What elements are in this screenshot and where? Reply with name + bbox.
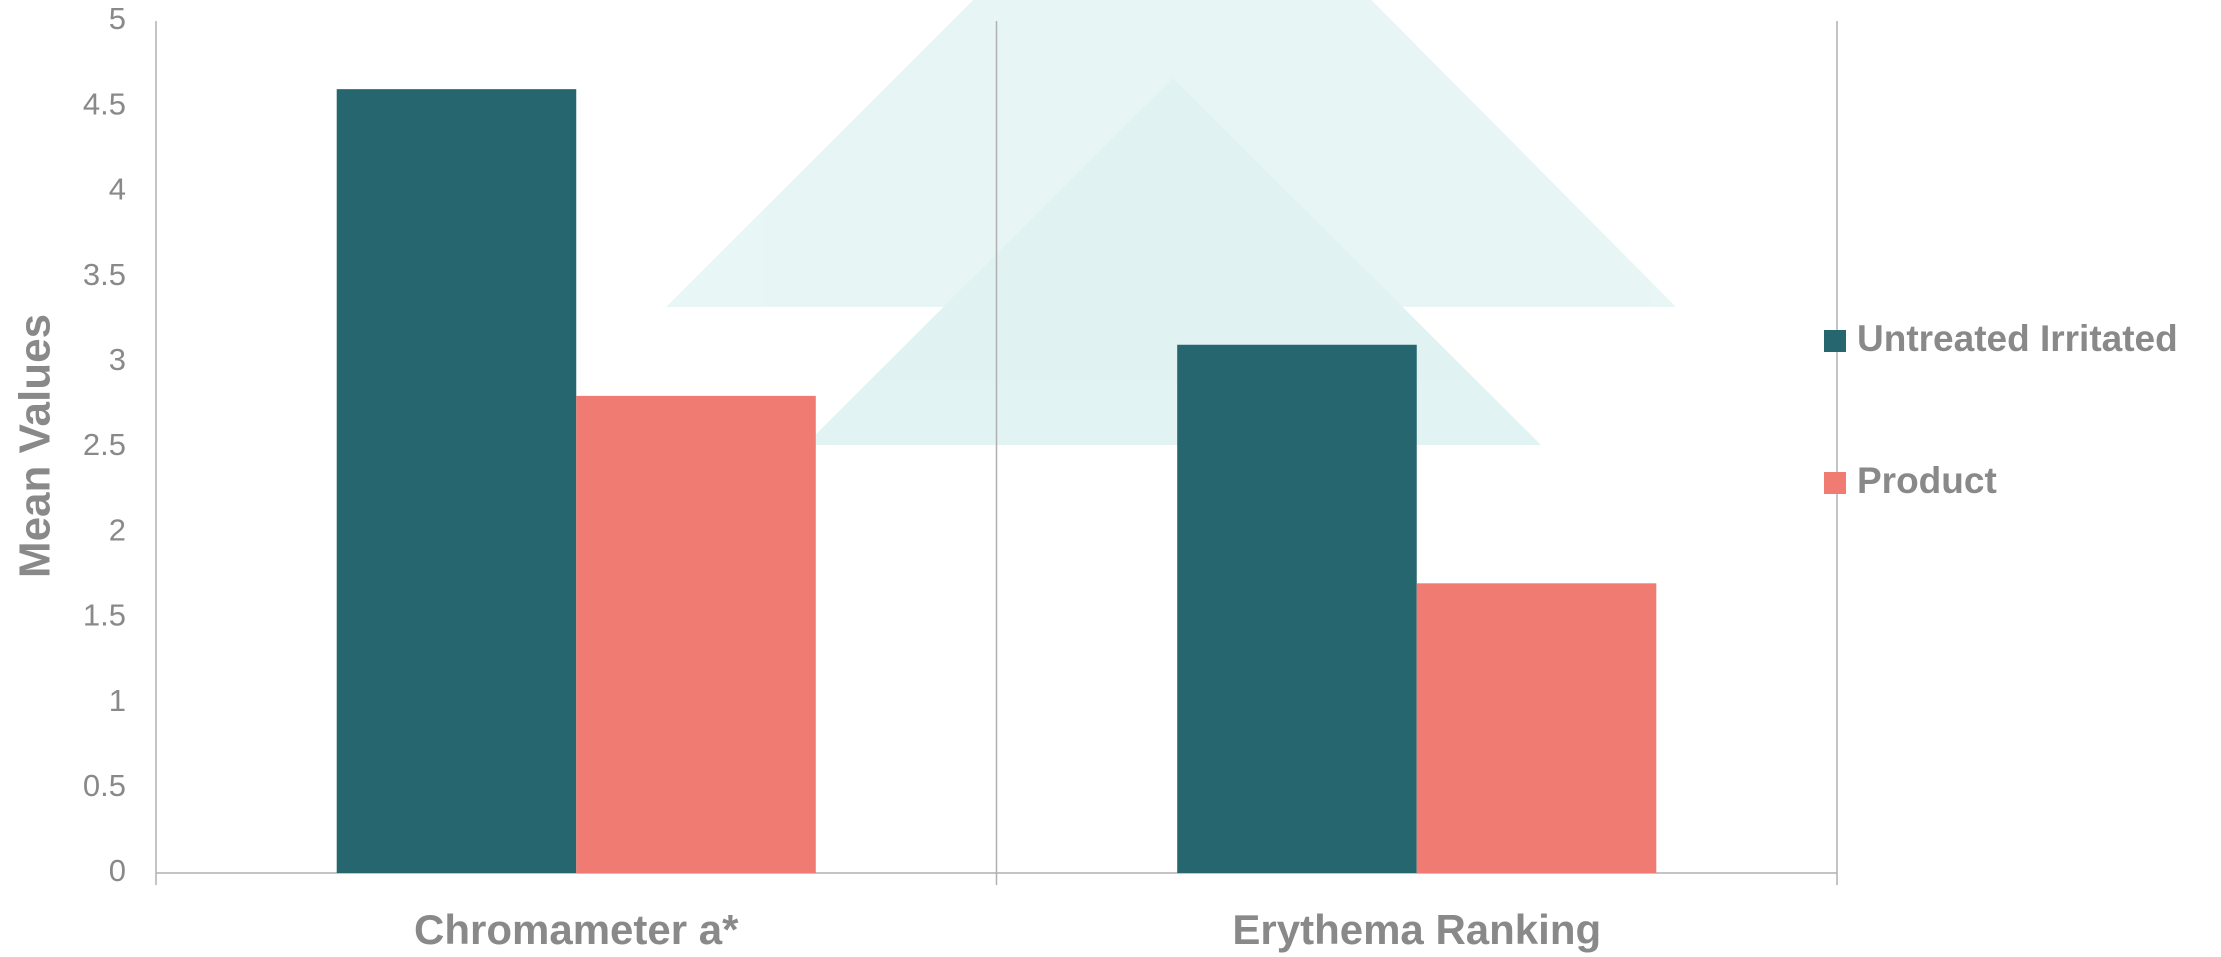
bar	[1177, 344, 1417, 873]
background-decoration	[666, 0, 1676, 445]
y-tick-label: 4.5	[83, 86, 126, 121]
y-tick-label: 2.5	[83, 427, 126, 462]
y-tick-label: 1.5	[83, 598, 126, 633]
y-tick-label: 5	[109, 1, 126, 36]
legend-label: Product	[1857, 460, 1997, 501]
bar	[576, 395, 816, 873]
bar	[336, 89, 577, 873]
y-tick-label: 3.5	[83, 257, 126, 292]
legend-label: Untreated Irritated	[1857, 318, 2178, 359]
y-tick-label: 3	[109, 342, 126, 377]
y-tick-label: 2	[109, 512, 126, 547]
y-tick-label: 4	[109, 172, 126, 207]
y-tick-label: 0.5	[83, 768, 126, 803]
decor-triangle	[666, 0, 1676, 307]
x-tick-label: Erythema Ranking	[1232, 906, 1601, 953]
legend-swatch	[1824, 472, 1846, 494]
bar	[1416, 583, 1657, 873]
y-tick-label: 1	[109, 683, 126, 718]
y-tick-label: 0	[109, 853, 126, 888]
legend-swatch	[1824, 330, 1846, 352]
x-tick-label: Chromameter a*	[414, 906, 739, 953]
y-axis-title: Mean Values	[11, 314, 60, 578]
